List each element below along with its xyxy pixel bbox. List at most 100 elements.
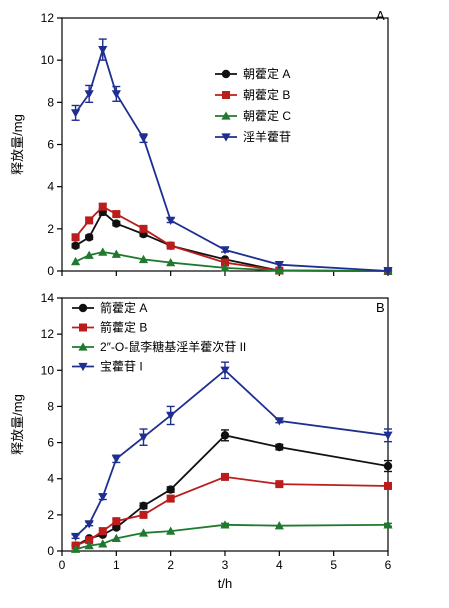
series-line [74, 46, 389, 272]
data-point [383, 267, 393, 276]
data-point [98, 539, 108, 548]
data-point [111, 455, 121, 464]
data-point [98, 202, 107, 211]
data-point [70, 532, 81, 542]
data-point [166, 411, 176, 421]
data-point [166, 494, 175, 503]
data-point [274, 265, 284, 275]
series-line [74, 369, 389, 538]
data-point [84, 250, 94, 259]
data-point [384, 481, 392, 490]
y-tick-label: 2 [47, 222, 54, 236]
series-line [75, 523, 389, 551]
y-tick-label: 14 [41, 291, 55, 305]
y-tick-label: 6 [47, 436, 54, 450]
legend-label: 宝藿苷 I [100, 360, 143, 374]
series-1 [71, 202, 392, 275]
legend-label: 2″-O-鼠李糖基淫羊藿次苷 II [100, 339, 246, 354]
data-point [166, 526, 176, 535]
data-point [111, 90, 121, 99]
y-tick-label: 4 [47, 472, 54, 486]
data-point [220, 246, 230, 255]
data-point [138, 254, 149, 264]
data-point [71, 233, 80, 242]
y-tick-label: 2 [47, 508, 54, 522]
y-tick-label: 12 [41, 327, 55, 341]
legend-label: 朝藿定 C [243, 108, 291, 123]
y-axis-title: 释放量/mg [10, 394, 25, 455]
data-point [112, 219, 121, 228]
legend-label: 淫羊藿苷 [243, 129, 291, 144]
data-point [166, 257, 176, 267]
plot-frame [61, 297, 389, 552]
data-point [138, 134, 149, 143]
data-point [221, 472, 229, 481]
legend-marker [221, 111, 231, 120]
x-tick-label: 5 [330, 558, 337, 572]
panel-A: 0 2 4 6 8 10 12 释放量/mg A 朝藿定 A 朝藿定 B 朝藿定 C 淫羊藿苷 [10, 8, 393, 278]
data-point [221, 258, 229, 267]
data-point [84, 520, 94, 529]
data-point [383, 461, 393, 471]
series-2 [70, 520, 393, 553]
data-point [84, 90, 94, 99]
data-point [98, 527, 107, 536]
data-point [220, 263, 230, 272]
panel-letter: A [376, 8, 385, 23]
data-point [70, 109, 81, 118]
data-point [275, 442, 284, 452]
legend-marker [222, 91, 230, 99]
data-point [138, 528, 149, 537]
legend-label: 朝藿定 A [243, 66, 290, 81]
legend: 箭藿定 A 箭藿定 B 2″-O-鼠李糖基淫羊藿次苷 II 宝藿苷 I [72, 300, 246, 374]
data-point [98, 45, 108, 55]
plot-frame [61, 17, 389, 272]
data-point [98, 493, 108, 502]
series-0 [71, 429, 393, 550]
legend-label: 朝藿定 B [243, 87, 290, 102]
series-line [75, 434, 389, 547]
panel-letter: B [376, 300, 385, 315]
y-tick-label: 8 [47, 95, 54, 109]
y-tick-label: 4 [47, 180, 54, 194]
data-point [383, 431, 393, 440]
series-3 [70, 38, 393, 276]
y-axis-title: 释放量/mg [10, 114, 25, 175]
data-point [112, 210, 121, 219]
data-point [98, 247, 108, 256]
series-1 [71, 472, 392, 550]
data-point [112, 517, 121, 526]
data-point [71, 241, 80, 250]
data-point [139, 224, 148, 233]
data-point [274, 417, 284, 426]
legend-marker [221, 133, 231, 142]
data-point [166, 216, 176, 225]
data-point [139, 510, 148, 519]
data-point [220, 366, 230, 375]
y-tick-label: 8 [47, 399, 54, 413]
data-point [70, 544, 81, 553]
legend: 朝藿定 A 朝藿定 B 朝藿定 C 淫羊藿苷 [215, 66, 291, 144]
series-3 [70, 361, 393, 542]
data-point [112, 523, 121, 532]
data-point [85, 216, 94, 225]
x-tick-label: 6 [385, 558, 392, 572]
data-point [84, 540, 94, 550]
data-point [138, 433, 149, 442]
legend-marker [79, 323, 87, 332]
x-axis-title: t/h [218, 576, 232, 591]
data-point [84, 233, 94, 242]
data-point [275, 480, 284, 489]
legend-label: 箭藿定 B [100, 320, 147, 335]
data-point [111, 249, 121, 258]
data-point [111, 533, 121, 543]
x-tick-label: 2 [167, 558, 174, 572]
data-point [70, 256, 81, 266]
x-tick-label: 0 [59, 558, 66, 572]
legend-marker [78, 342, 88, 351]
legend-marker [221, 69, 231, 79]
x-tick-label: 1 [113, 558, 120, 572]
